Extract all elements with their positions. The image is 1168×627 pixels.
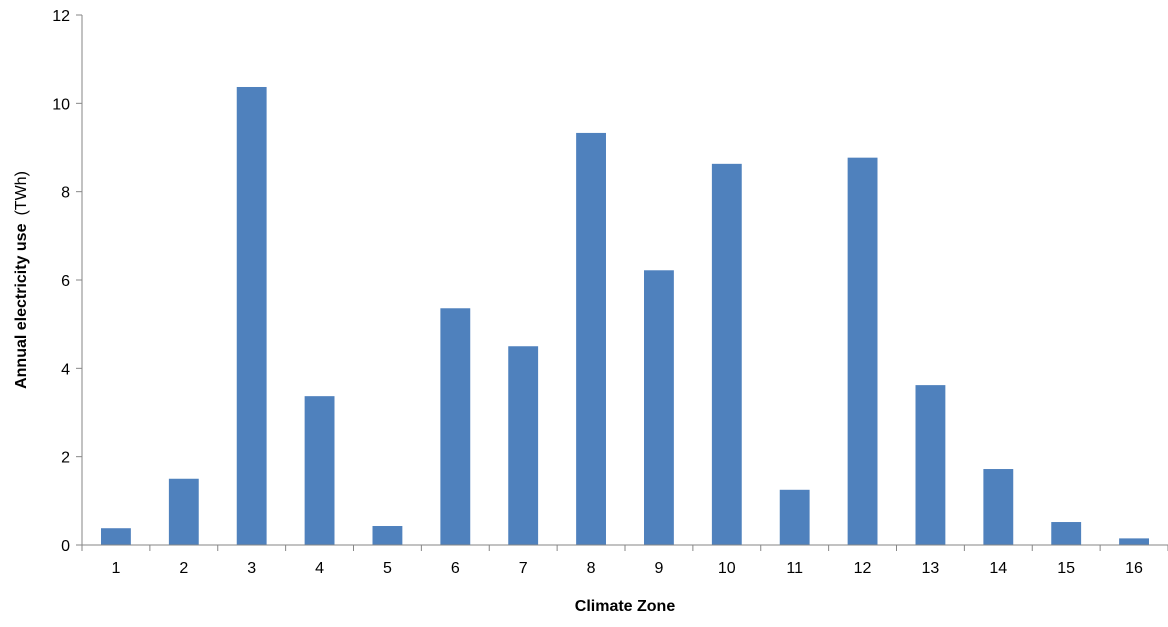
x-tick-label: 11 (786, 560, 803, 577)
x-tick-label: 6 (451, 560, 460, 577)
x-tick-label: 5 (383, 560, 392, 577)
axes-layer (76, 14, 1168, 551)
bar-zone-1 (101, 528, 131, 545)
bar-zone-9 (644, 270, 674, 545)
x-axis-title: Climate Zone (575, 598, 676, 615)
x-tick-label: 7 (519, 560, 528, 577)
y-tick-label: 0 (61, 538, 70, 555)
bar-zone-11 (779, 489, 810, 545)
bar-zone-15 (1051, 522, 1082, 545)
y-axis-title-unit: (TWh) (13, 171, 30, 215)
x-tick-label: 8 (587, 560, 596, 577)
bar-zone-4 (304, 396, 335, 545)
bar-zone-16 (1119, 538, 1149, 546)
y-tick-label: 2 (61, 450, 70, 467)
x-tick-label: 1 (111, 560, 120, 577)
x-tick-label: 9 (654, 560, 663, 577)
bar-zone-14 (983, 469, 1014, 545)
y-tick-label: 12 (52, 8, 70, 25)
bar-zone-7 (508, 346, 539, 545)
x-tick-label: 3 (247, 560, 256, 577)
bar-zone-10 (711, 163, 742, 545)
bar-zone-13 (915, 385, 946, 545)
x-tick-label: 4 (315, 560, 324, 577)
y-tick-label: 8 (61, 185, 70, 202)
x-tick-label: 15 (1057, 560, 1075, 577)
bar-zone-2 (168, 478, 199, 545)
bar-zone-6 (440, 308, 471, 545)
x-tick-label: 16 (1125, 560, 1143, 577)
x-tick-label: 2 (179, 560, 188, 577)
bar-zone-8 (576, 132, 606, 545)
bars-layer (101, 86, 1149, 546)
y-tick-label: 10 (52, 96, 70, 113)
y-axis-title: Annual electricity use (TWh) (13, 171, 30, 389)
bar-zone-12 (847, 157, 878, 545)
y-axis-title-main: Annual electricity use (13, 223, 30, 388)
x-tick-label: 14 (989, 560, 1007, 577)
x-tick-label: 12 (854, 560, 872, 577)
x-tick-label: 10 (718, 560, 736, 577)
y-tick-label: 4 (61, 361, 70, 378)
y-tick-label: 6 (61, 273, 70, 290)
bar-zone-3 (236, 86, 267, 546)
bar-zone-5 (372, 526, 403, 545)
x-tick-label: 13 (922, 560, 940, 577)
